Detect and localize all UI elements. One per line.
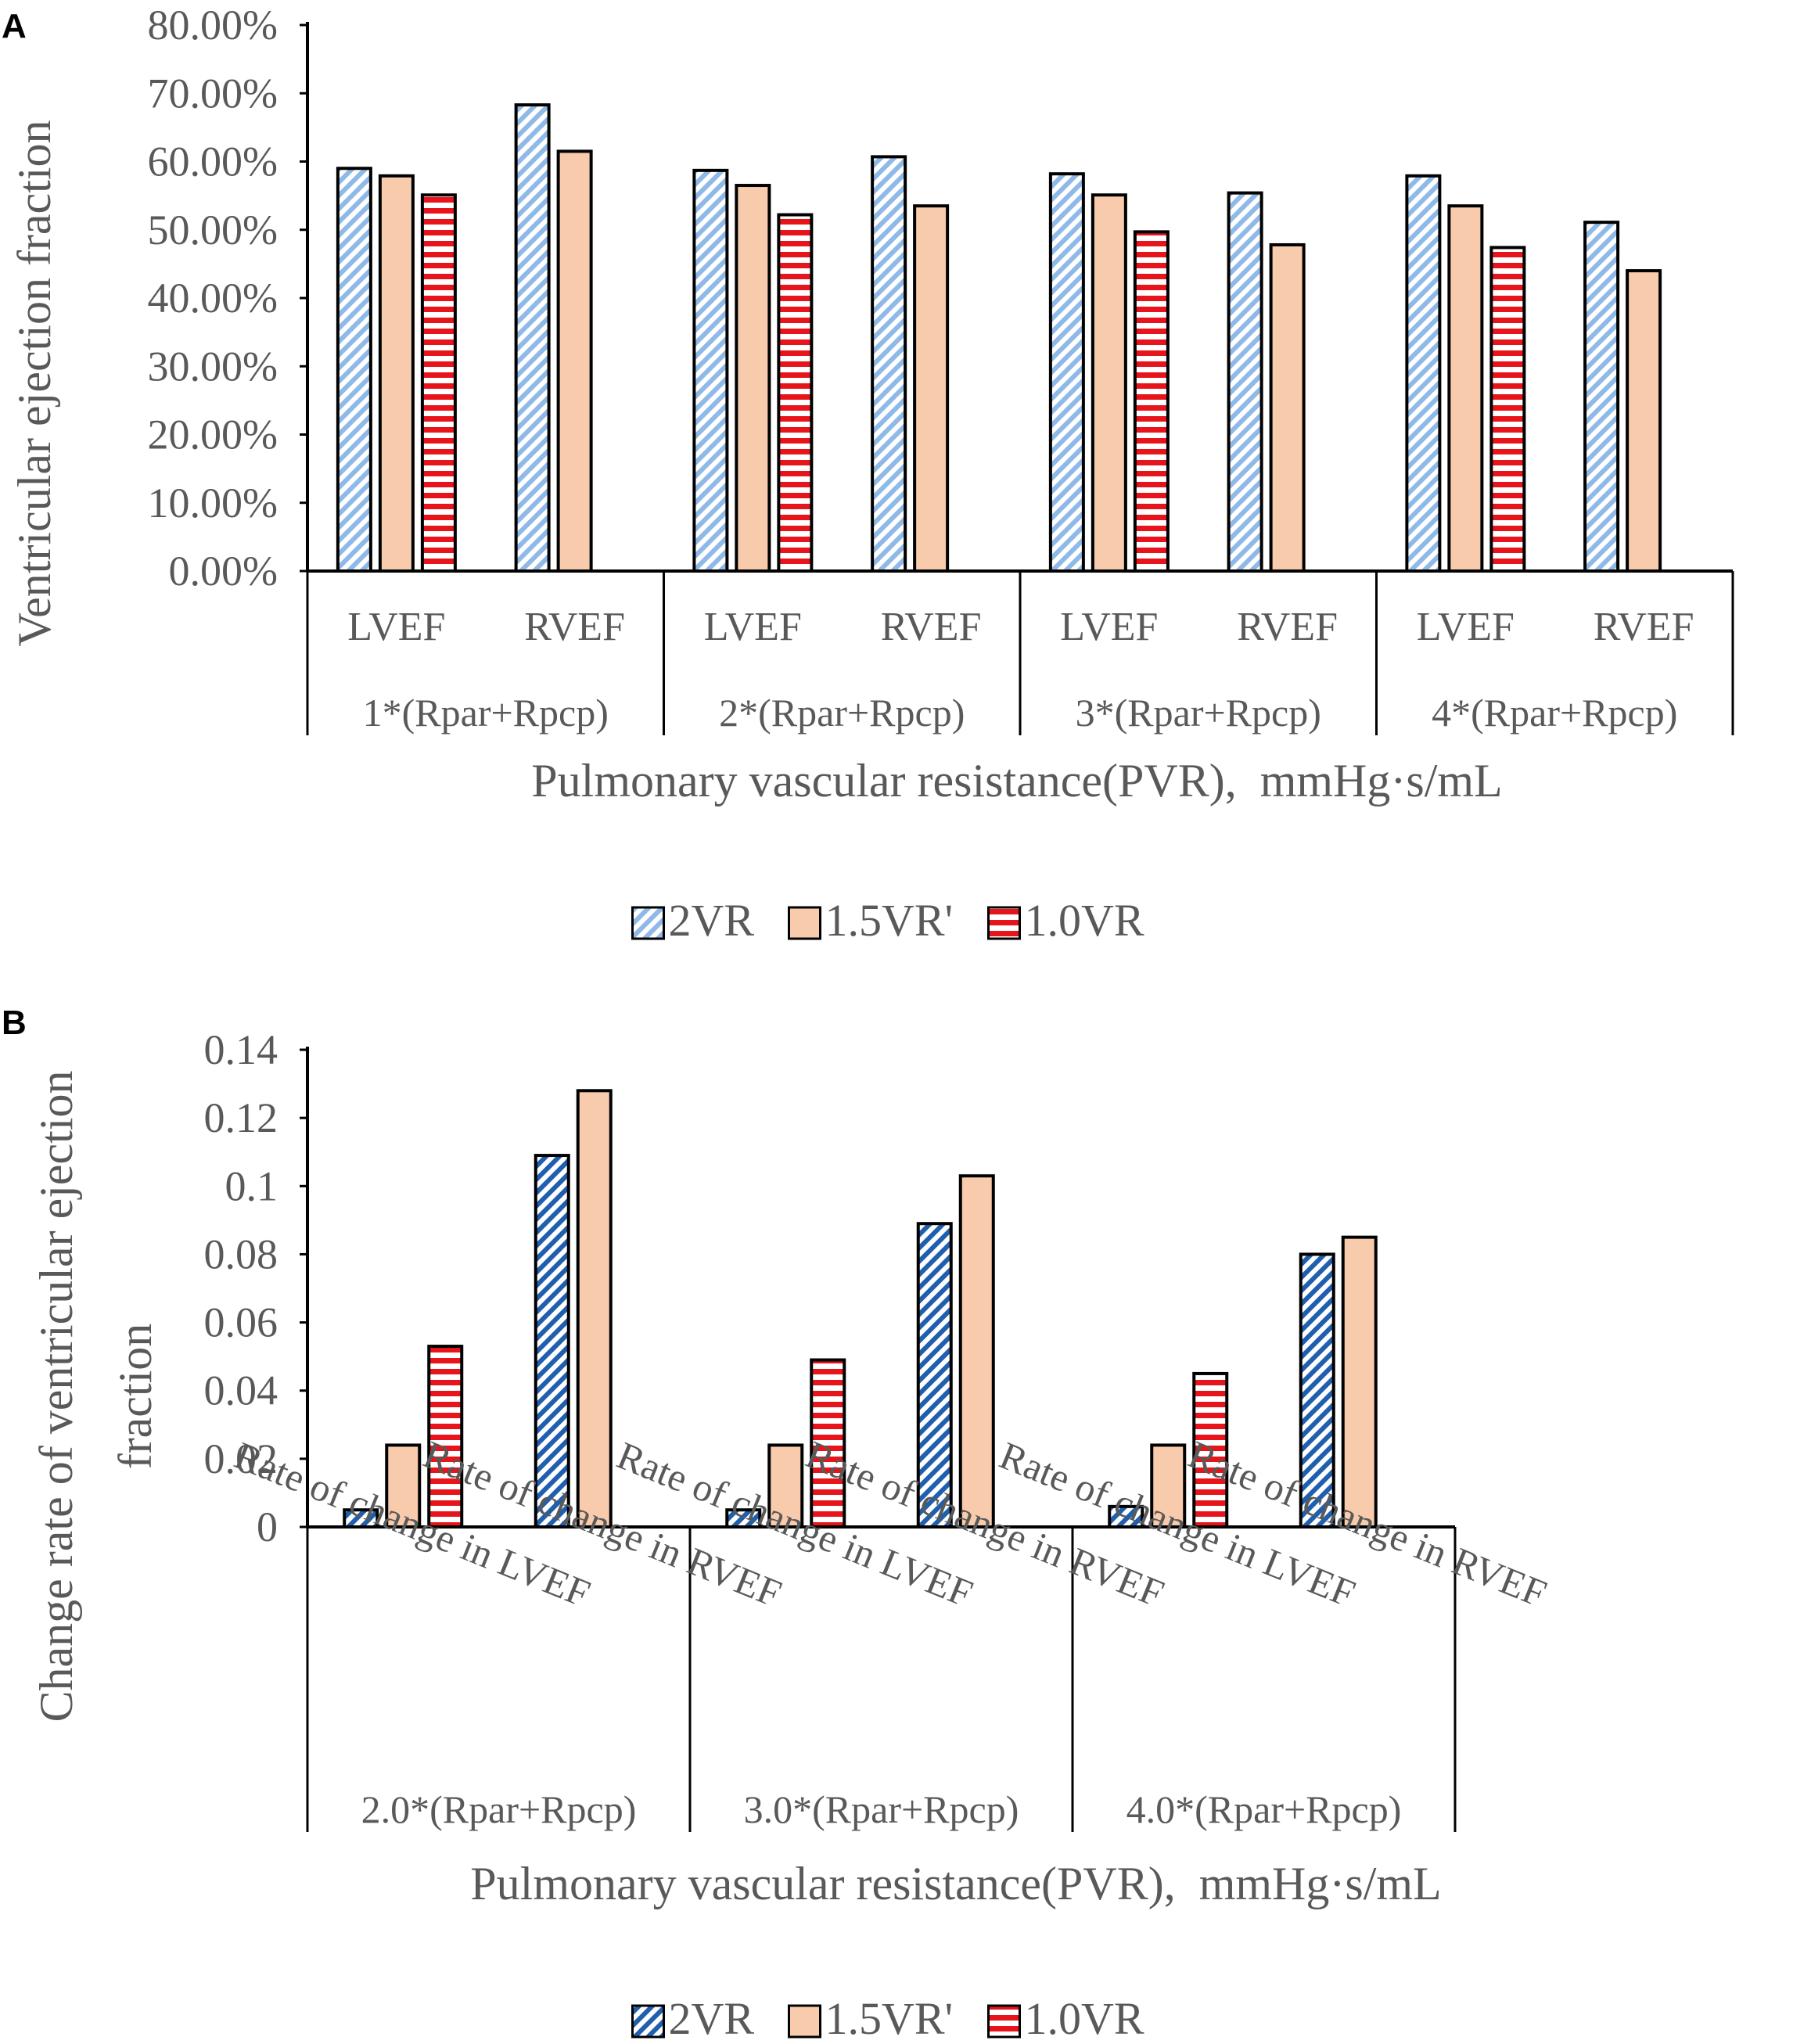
legend-swatch-1-5vr — [788, 2004, 821, 2039]
y-tick-label-0-1: 0.1 — [225, 1162, 278, 1209]
legend-label-1-5vr: 1.5VR' — [825, 895, 954, 946]
panel-label-b: B — [2, 1004, 27, 1042]
bar-1-5vr-1 — [378, 174, 415, 573]
y-tick-label-80-00: 80.00% — [148, 2, 278, 48]
legend-swatch-2vr — [631, 2004, 665, 2039]
legend-swatch-1-5vr — [788, 906, 821, 940]
x-group-label-3: 4.0*(Rpar+Rpcp) — [1126, 1787, 1402, 1831]
x-group-label-3: 3*(Rpar+Rpcp) — [1076, 691, 1321, 735]
bar-2vr-2 — [534, 1154, 570, 1529]
legend-swatch-1-0vr — [987, 906, 1021, 940]
legend-swatch-2vr — [631, 906, 665, 940]
x-group-label-2: 2*(Rpar+Rpcp) — [719, 691, 965, 735]
bar-1-0vr-1 — [427, 1345, 464, 1529]
bar-2vr-8 — [1583, 221, 1620, 573]
bar-2vr-1 — [336, 167, 372, 573]
bar-1-5vr-1 — [385, 1443, 422, 1529]
y-tick-label-50-00: 50.00% — [148, 207, 278, 253]
x-group-label-4: 4*(Rpar+Rpcp) — [1432, 691, 1677, 735]
y-tick-label-0: 0 — [257, 1503, 278, 1550]
legend-label-1-0vr: 1.0VR — [1025, 895, 1144, 946]
bar-1-5vr-8 — [1626, 269, 1662, 573]
legend-label-2vr: 2VR — [669, 1993, 755, 2044]
y-tick-label-0-14: 0.14 — [204, 1026, 278, 1073]
y-tick-label-60-00: 60.00% — [148, 138, 278, 185]
bar-2vr-4 — [916, 1222, 953, 1529]
legend: 2VR 1.5VR' 1.0VR — [631, 1993, 1144, 2044]
y-axis-title-line1: Change rate of ventricular ejection — [31, 1071, 82, 1722]
x-category-label-4: RVEF — [881, 605, 982, 649]
x-axis-title: Pulmonary vascular resistance(PVR), mmHg… — [531, 755, 1502, 806]
y-tick-label-0-12: 0.12 — [204, 1094, 278, 1141]
y-tick-label-0-04: 0.04 — [204, 1367, 278, 1414]
x-category-label-6: RVEF — [1237, 605, 1338, 649]
x-category-label-1: LVEF — [347, 605, 445, 649]
legend-swatch-1-0vr — [987, 2004, 1021, 2039]
bar-1-0vr-1 — [420, 193, 457, 573]
legend-label-1-0vr: 1.0VR — [1025, 1993, 1144, 2044]
y-tick-label-0-08: 0.08 — [204, 1230, 278, 1277]
bar-1-0vr-5 — [1133, 230, 1170, 573]
y-tick-label-70-00: 70.00% — [148, 70, 278, 117]
legend-label-2vr: 2VR — [669, 895, 755, 946]
bar-2vr-6 — [1227, 191, 1263, 573]
y-tick-label-20-00: 20.00% — [148, 411, 278, 458]
x-category-label-8: RVEF — [1594, 605, 1694, 649]
y-tick-label-0-06: 0.06 — [204, 1299, 278, 1346]
x-category-label-5: LVEF — [1060, 605, 1158, 649]
panel-label-a: A — [2, 7, 27, 45]
legend: 2VR 1.5VR' 1.0VR — [631, 895, 1144, 946]
bar-2vr-2 — [514, 103, 551, 573]
y-tick-label-0-00: 0.00% — [169, 548, 278, 595]
x-axis-title: Pulmonary vascular resistance(PVR), mmHg… — [470, 1858, 1441, 1909]
bar-1-5vr-6 — [1341, 1235, 1378, 1529]
bar-2vr-7 — [1405, 174, 1442, 573]
bar-2vr-4 — [871, 155, 907, 573]
x-category-label-7: LVEF — [1417, 605, 1515, 649]
bar-1-0vr-5 — [1192, 1371, 1229, 1529]
bar-1-0vr-7 — [1489, 246, 1526, 573]
bar-2vr-6 — [1299, 1252, 1335, 1529]
y-tick-label-10-00: 10.00% — [148, 480, 278, 526]
y-axis-title: Ventricular ejection fraction — [9, 120, 60, 646]
y-axis-title-line2: fraction — [110, 1324, 161, 1470]
bar-1-5vr-7 — [1447, 204, 1484, 573]
legend-label-1-5vr: 1.5VR' — [825, 1993, 954, 2044]
bar-1-5vr-6 — [1269, 242, 1306, 573]
bar-1-5vr-4 — [913, 204, 950, 573]
y-tick-label-40-00: 40.00% — [148, 275, 278, 322]
bar-2vr-5 — [1048, 172, 1085, 573]
x-category-label-2: RVEF — [524, 605, 625, 649]
panel-a-chart: A 0.00% 10.00% 20.00% 30.00% 40.00% 50.00% 60.… — [2, 2, 1734, 946]
bar-1-5vr-3 — [735, 184, 771, 573]
x-group-label-1: 2.0*(Rpar+Rpcp) — [361, 1787, 637, 1831]
bar-1-5vr-4 — [958, 1174, 995, 1529]
x-category-label-3: LVEF — [704, 605, 802, 649]
x-group-label-1: 1*(Rpar+Rpcp) — [363, 691, 609, 735]
x-group-label-2: 3.0*(Rpar+Rpcp) — [744, 1787, 1019, 1831]
bar-1-0vr-3 — [777, 213, 814, 573]
bar-1-5vr-2 — [576, 1089, 613, 1529]
bar-1-5vr-5 — [1091, 193, 1127, 573]
panel-b-chart: B 00.020.040.060.080.10.120.14 Rate of c… — [2, 1004, 1553, 2044]
bar-2vr-3 — [692, 168, 729, 573]
bar-1-5vr-2 — [556, 149, 593, 573]
y-tick-label-30-00: 30.00% — [148, 343, 278, 390]
bar-1-0vr-3 — [810, 1358, 846, 1529]
y-tick-label-0-02: 0.02 — [204, 1435, 278, 1482]
